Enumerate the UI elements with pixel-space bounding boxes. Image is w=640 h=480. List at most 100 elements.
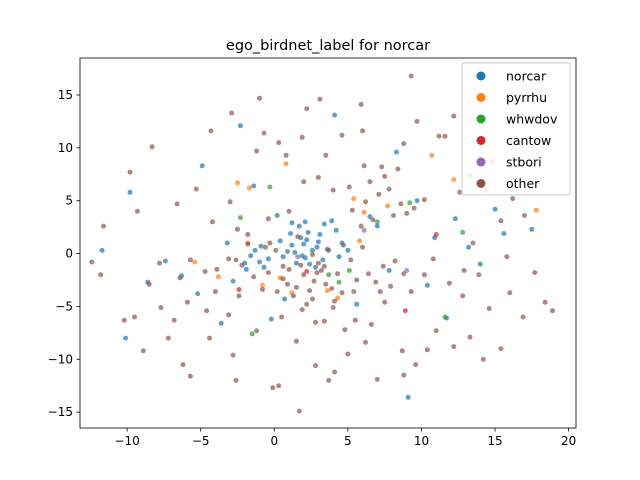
legend-marker-pyrrhu	[476, 93, 486, 102]
point-other-116	[451, 344, 457, 350]
point-norcar-59	[414, 198, 420, 204]
point-other-75	[214, 266, 220, 272]
point-other-144	[377, 289, 383, 295]
point-whwdov-2	[442, 314, 448, 320]
point-other-131	[165, 335, 171, 341]
point-norcar-47	[302, 219, 308, 225]
point-other-47	[352, 317, 358, 323]
point-stbori-1	[361, 227, 367, 233]
point-other-146	[341, 242, 346, 248]
point-norcar-16	[317, 232, 323, 237]
point-other-77	[226, 312, 232, 318]
point-other-150	[265, 216, 271, 222]
point-other-105	[476, 272, 482, 278]
x-tick-label: 10	[414, 434, 429, 448]
x-tick-label: 20	[561, 434, 576, 448]
point-other-67	[134, 208, 140, 214]
point-norcar-13	[280, 254, 286, 260]
point-other-13	[310, 296, 315, 302]
point-other-101	[522, 213, 527, 218]
point-other-63	[121, 317, 127, 323]
point-norcar-62	[162, 258, 168, 264]
point-other-3	[318, 268, 324, 273]
point-pyrrhu-5	[335, 295, 341, 301]
point-other-167	[295, 234, 301, 240]
point-other-71	[227, 199, 233, 205]
point-other-152	[273, 247, 279, 253]
point-other-52	[321, 318, 327, 324]
point-other-92	[401, 141, 407, 147]
point-other-64	[146, 281, 152, 287]
point-other-7	[280, 276, 286, 282]
point-other-50	[345, 351, 351, 357]
point-norcar-38	[127, 189, 133, 195]
point-norcar-28	[243, 266, 249, 272]
point-norcar-45	[501, 231, 507, 236]
point-norcar-12	[301, 241, 307, 247]
point-other-80	[276, 140, 282, 146]
point-other-142	[430, 256, 436, 262]
point-other-90	[229, 110, 235, 116]
point-norcar-66	[99, 247, 105, 253]
point-norcar-3	[310, 247, 315, 253]
point-norcar-4	[315, 239, 321, 245]
point-pyrrhu-9	[385, 203, 391, 209]
point-other-72	[127, 169, 133, 175]
point-other-147	[360, 244, 366, 250]
point-other-154	[202, 269, 208, 274]
point-other-54	[313, 363, 318, 369]
point-other-79	[89, 259, 95, 265]
point-other-140	[408, 289, 414, 295]
point-other-93	[408, 73, 414, 79]
point-other-73	[149, 144, 155, 150]
point-norcar-23	[248, 253, 254, 259]
point-other-129	[180, 362, 186, 368]
x-tick-label: 15	[487, 434, 502, 448]
point-norcar-40	[405, 394, 411, 400]
point-norcar-32	[345, 247, 351, 253]
point-other-118	[480, 356, 486, 362]
point-pyrrhu-0	[283, 161, 289, 167]
point-pyrrhu-17	[533, 207, 539, 213]
point-other-157	[315, 175, 321, 180]
point-other-24	[245, 241, 251, 247]
point-other-53	[293, 338, 299, 344]
plot-area-frame	[79, 57, 577, 429]
point-other-121	[401, 372, 407, 378]
point-norcar-58	[386, 268, 392, 273]
point-other-138	[368, 321, 374, 327]
point-other-27	[366, 271, 371, 277]
point-other-113	[550, 308, 555, 314]
point-other-44	[382, 173, 388, 179]
point-other-23	[262, 244, 268, 250]
point-other-49	[363, 339, 368, 345]
point-other-46	[395, 166, 401, 172]
point-other-125	[296, 408, 302, 414]
point-other-122	[374, 376, 380, 382]
point-norcar-70	[237, 123, 243, 129]
point-other-1	[311, 278, 317, 284]
point-other-139	[382, 299, 388, 305]
point-other-10	[274, 289, 280, 295]
point-other-100	[510, 196, 516, 202]
point-norcar-44	[477, 261, 483, 267]
point-norcar-10	[288, 231, 293, 236]
point-other-57	[230, 352, 236, 358]
point-norcar-51	[195, 291, 201, 297]
legend: norcar pyrrhu whwdov cantow stbori other	[461, 62, 571, 196]
x-axis: −10 −5 0 5 10 15 20	[114, 428, 576, 448]
point-other-31	[373, 279, 379, 285]
point-whwdov-5	[460, 229, 466, 235]
point-norcar-24	[261, 264, 267, 270]
point-other-0	[301, 272, 307, 278]
point-norcar-36	[374, 223, 380, 229]
point-cantow-1	[433, 232, 439, 237]
point-other-87	[317, 96, 323, 102]
point-norcar-9	[313, 264, 318, 270]
point-cantow-0	[402, 308, 408, 314]
point-other-128	[187, 373, 193, 379]
point-other-42	[421, 197, 427, 203]
point-other-124	[326, 377, 332, 383]
point-other-8	[298, 262, 304, 268]
